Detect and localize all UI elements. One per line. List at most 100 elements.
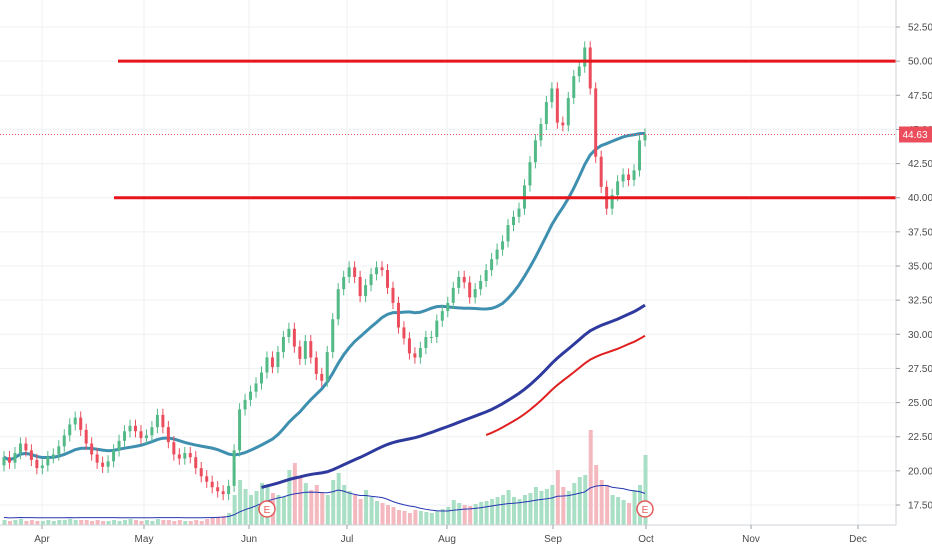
volume-bar xyxy=(358,499,363,525)
volume-bar xyxy=(588,430,593,525)
volume-bar xyxy=(287,470,292,525)
candle-body xyxy=(51,454,55,458)
candle-body xyxy=(501,241,505,250)
candle-body xyxy=(528,162,532,186)
candle-body xyxy=(347,267,351,277)
volume-bar xyxy=(106,521,111,525)
earnings-marker-label[interactable]: E xyxy=(264,505,271,516)
volume-bar xyxy=(101,521,106,525)
price-tick-label: 35.00 xyxy=(908,262,932,273)
candlesticks xyxy=(2,41,647,501)
volume-bar xyxy=(276,495,281,525)
volume-bar xyxy=(375,501,380,525)
volume-bar xyxy=(484,501,489,525)
volume-bar xyxy=(238,480,243,525)
volume-bar xyxy=(155,519,160,525)
candle-body xyxy=(391,287,395,303)
volume-bar xyxy=(572,483,577,525)
time-tick-label: Oct xyxy=(638,534,654,545)
volume-bar xyxy=(517,499,522,525)
candle-body xyxy=(216,487,220,492)
candle-body xyxy=(128,425,132,432)
candle-body xyxy=(112,450,116,462)
volume-bar xyxy=(391,507,396,525)
volume-bar xyxy=(632,490,637,525)
candle-body xyxy=(232,450,236,486)
candle-body xyxy=(358,276,362,297)
candle-body xyxy=(451,287,455,303)
volume-bar xyxy=(479,502,484,525)
time-tick-label: Apr xyxy=(34,534,50,545)
candle-body xyxy=(484,270,488,282)
price-tick-label: 42.50 xyxy=(908,159,932,170)
candle-body xyxy=(309,341,313,358)
candle-body xyxy=(123,431,127,441)
volume-bar xyxy=(610,495,615,525)
moving-averages xyxy=(3,131,646,489)
candle-body xyxy=(227,485,231,495)
volume-bar xyxy=(123,520,128,525)
price-axis[interactable]: 17.50 20.00 22.50 25.00 27.50 30.00 32.50 35.00… xyxy=(895,0,932,525)
volume-bar xyxy=(298,477,303,525)
earnings-marker-label[interactable]: E xyxy=(642,505,649,516)
volume-bar xyxy=(249,495,254,525)
candle-body xyxy=(29,450,33,460)
volume-bar xyxy=(221,516,226,525)
volume-bar xyxy=(418,511,423,525)
volume-bar xyxy=(364,490,369,525)
volume-bar xyxy=(435,511,440,525)
candle-body xyxy=(106,461,110,467)
ma-red-line xyxy=(485,334,646,436)
price-tick-label: 40.00 xyxy=(908,193,932,204)
volume-bar xyxy=(254,491,259,525)
volume-bar xyxy=(386,505,391,525)
candle-body xyxy=(101,462,105,467)
volume-bar xyxy=(561,487,566,525)
candle-body xyxy=(46,457,50,466)
candle-body xyxy=(424,337,428,348)
volume-bar xyxy=(643,455,648,525)
candle-body xyxy=(479,281,483,290)
candle-body xyxy=(325,352,329,381)
time-axis[interactable]: Apr May Jun Jul Aug Sep Oct Nov Dec xyxy=(0,524,896,545)
volume-bar xyxy=(555,470,560,525)
volume-bar xyxy=(29,520,34,525)
volume-bar xyxy=(13,520,18,525)
candle-body xyxy=(588,47,592,89)
price-tag-label: 44.63 xyxy=(902,130,927,141)
candle-body xyxy=(386,270,390,288)
price-tag-bg xyxy=(899,126,932,143)
candle-body xyxy=(314,357,318,374)
candle-body xyxy=(446,302,450,312)
candle-body xyxy=(172,442,176,455)
candle-body xyxy=(473,289,477,298)
candle-body xyxy=(544,102,548,124)
volume-bar xyxy=(144,520,149,525)
volume-bar xyxy=(183,521,188,525)
candle-body xyxy=(555,88,559,123)
candle-body xyxy=(429,337,433,339)
volume-bar xyxy=(413,510,418,525)
volume-bar xyxy=(2,520,7,525)
volume-bar xyxy=(336,473,341,525)
earnings-marker-circle[interactable] xyxy=(258,500,276,518)
volume-bar xyxy=(177,520,182,525)
candle-body xyxy=(62,435,66,447)
volume-bar xyxy=(512,497,517,525)
volume-bar xyxy=(495,497,500,525)
volume-bar xyxy=(342,485,347,525)
candle-body xyxy=(643,134,647,141)
earnings-marker-circle[interactable] xyxy=(636,500,654,518)
candle-body xyxy=(161,414,165,428)
candle-body xyxy=(331,319,335,353)
volume-bar xyxy=(24,521,29,525)
candle-body xyxy=(413,353,417,358)
volume-bar xyxy=(84,520,89,525)
candle-body xyxy=(79,417,83,430)
current-price-tag: 44.63 xyxy=(899,126,932,143)
candle-body xyxy=(292,328,296,347)
volume-bar xyxy=(599,480,604,525)
volume-bar xyxy=(90,521,95,525)
